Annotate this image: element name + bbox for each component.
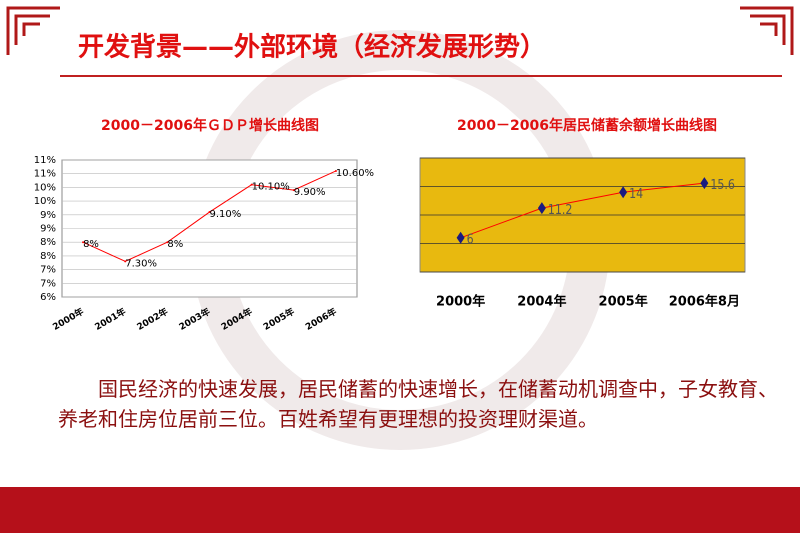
y-tick-label: 9%: [40, 224, 56, 235]
data-label: 10.60%: [336, 168, 374, 179]
y-tick-label: 7%: [40, 278, 56, 289]
data-line: [460, 182, 705, 239]
x-tick-label: 2001年: [92, 305, 127, 332]
marker: [124, 260, 127, 263]
y-tick-label: 10%: [34, 182, 56, 193]
data-label: 8%: [83, 239, 99, 250]
footer-band: [0, 487, 800, 533]
marker: [166, 241, 169, 244]
x-tick-label: 2000年: [436, 294, 485, 310]
corner-ornament: [6, 6, 794, 55]
data-label: 7.30%: [125, 258, 157, 269]
y-tick-label: 8%: [40, 237, 56, 248]
data-label: 9.90%: [294, 187, 326, 198]
marker: [82, 241, 85, 244]
y-tick-label: 7%: [40, 265, 56, 276]
marker: [700, 177, 709, 190]
y-tick-label: 9%: [40, 210, 56, 221]
slide-title: 开发背景——外部环境（经济发展形势）: [78, 32, 546, 63]
body-text: 国民经济的快速发展，居民储蓄的快速增长，在储蓄动机调查中，子女教育、养老和住房位…: [58, 377, 778, 431]
marker: [456, 231, 465, 244]
x-tick-label: 2005年: [599, 294, 648, 310]
chart-title: 2000－2006年ＧＤＰ增长曲线图: [101, 117, 319, 134]
marker: [537, 202, 546, 215]
x-tick-label: 2002年: [135, 305, 170, 332]
y-tick-label: 10%: [34, 196, 56, 207]
x-tick-label: 2004年: [517, 294, 566, 310]
y-tick-label: 11%: [34, 169, 56, 180]
data-label: 6: [467, 232, 474, 247]
marker: [250, 183, 253, 186]
marker: [334, 169, 337, 172]
y-tick-label: 8%: [40, 251, 56, 262]
data-label: 11.2: [548, 202, 573, 217]
data-label: 10.10%: [252, 182, 290, 193]
chart-title: 2000－2006年居民储蓄余额增长曲线图: [457, 117, 717, 134]
data-label: 8%: [167, 239, 183, 250]
marker: [208, 211, 211, 214]
y-tick-label: 6%: [40, 292, 56, 303]
x-tick-label: 2006年: [303, 305, 338, 332]
x-tick-label: 2006年8月: [669, 294, 740, 310]
marker: [292, 189, 295, 192]
data-label: 14: [629, 186, 643, 201]
x-tick-label: 2000年: [50, 305, 85, 332]
y-tick-label: 11%: [34, 155, 56, 166]
data-label: 15.6: [710, 177, 735, 192]
marker: [619, 186, 628, 199]
data-label: 9.10%: [210, 209, 242, 220]
x-tick-label: 2005年: [261, 305, 296, 332]
